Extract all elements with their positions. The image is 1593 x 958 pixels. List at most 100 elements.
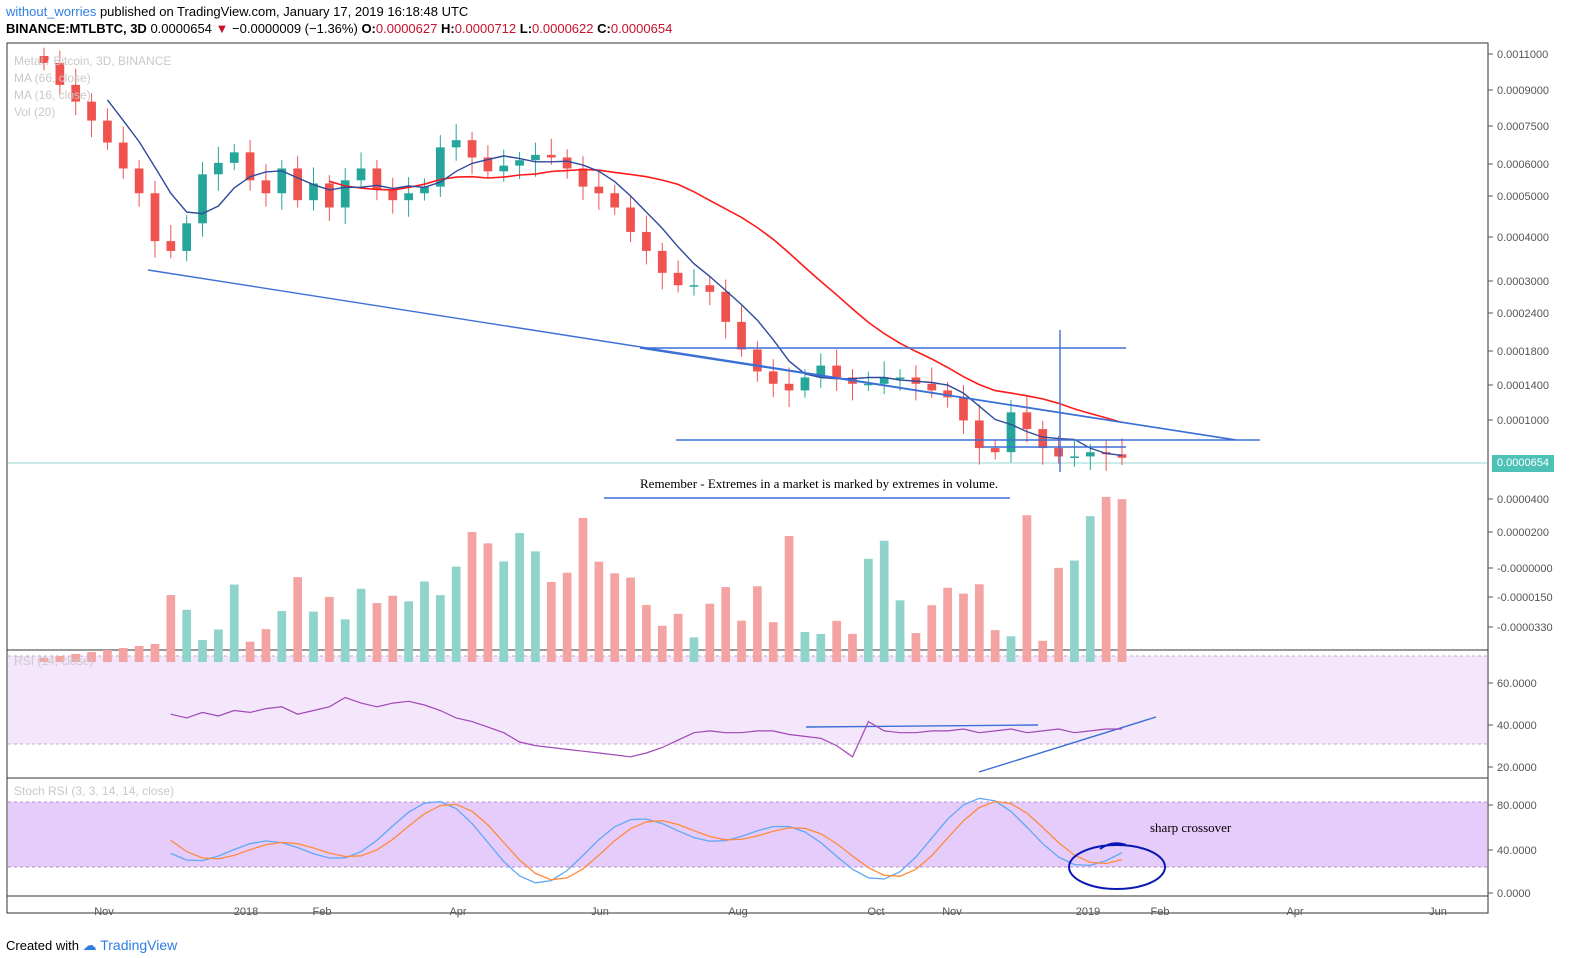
axis-tick-label: 0.0002400: [1497, 308, 1549, 320]
candle-body: [229, 152, 239, 163]
candle-body: [1085, 452, 1095, 457]
volume-bar: [800, 632, 810, 662]
candle-body: [1117, 454, 1127, 458]
stoch-rsi-legend[interactable]: Stoch RSI (3, 3, 14, 14, close): [14, 784, 175, 798]
volume-bar: [610, 573, 620, 662]
volume-bar: [71, 654, 81, 662]
rsi-support-line: [978, 716, 1157, 773]
volume-bar: [737, 620, 746, 662]
axis-tick-label: 0.0000: [1497, 888, 1531, 900]
volume-bar: [753, 586, 762, 662]
volume-bar: [1022, 515, 1032, 662]
candle-body: [562, 157, 572, 169]
candle-body: [150, 193, 160, 242]
volume-bar: [721, 587, 731, 662]
volume-bar: [705, 603, 715, 662]
volume-bar: [435, 595, 445, 662]
volume-bar: [293, 577, 303, 662]
axis-tick-label: 0.0009000: [1497, 85, 1549, 97]
volume-bar: [990, 630, 1000, 662]
candle-body: [816, 365, 826, 378]
candle-body: [990, 448, 1000, 453]
candle-body: [863, 383, 873, 386]
candle-body: [39, 55, 49, 63]
axis-tick-label: 20.0000: [1497, 762, 1537, 774]
axis-tick-label: 0.0000400: [1497, 494, 1549, 506]
close-value: 0.0000654: [610, 21, 673, 36]
candle-body: [435, 147, 445, 187]
low-value: 0.0000622: [532, 21, 594, 36]
volume-bar: [277, 611, 287, 662]
candle-body: [309, 183, 318, 201]
high-value: 0.0000712: [454, 21, 517, 36]
volume-bar: [863, 558, 873, 662]
volume-bar: [927, 605, 937, 662]
trendlines: [147, 269, 1260, 773]
volume-bar: [959, 593, 968, 662]
tradingview-brand-link[interactable]: TradingView: [100, 937, 178, 953]
time-tick-label: Jun: [591, 906, 609, 918]
candle-body: [515, 160, 524, 166]
volume-bar: [594, 561, 604, 662]
candle-body: [959, 397, 968, 421]
volume-bar: [372, 603, 382, 662]
candle-body: [483, 157, 493, 172]
time-tick-label: Apr: [449, 906, 466, 918]
candle-body: [324, 183, 334, 208]
ma-16-legend[interactable]: MA (16, close): [14, 88, 91, 102]
volume-bar: [531, 551, 540, 662]
axis-tick-label: 0.0007500: [1497, 121, 1549, 133]
open-label: O:: [361, 21, 376, 36]
volume-bar: [229, 584, 239, 662]
volume-bar: [166, 595, 176, 662]
ma-66-legend[interactable]: MA (66, close): [14, 71, 91, 85]
candle-body: [372, 168, 382, 190]
candle-body: [895, 377, 905, 379]
candle-body: [277, 168, 287, 194]
close-label: C:: [597, 21, 611, 36]
volume-bar: [784, 536, 794, 662]
time-tick-label: 2019: [1076, 906, 1100, 918]
volume-bar: [356, 588, 366, 662]
crossover-arrow: [1099, 842, 1127, 850]
candle-body: [340, 180, 350, 208]
axis-tick-label: 0.0001800: [1497, 346, 1549, 358]
candle-body: [927, 383, 937, 391]
volume-bar: [768, 622, 778, 662]
candle-body: [71, 84, 81, 102]
stoch-d-line: [170, 800, 1123, 881]
volume-bar: [324, 596, 334, 662]
time-tick-label: Nov: [94, 906, 114, 918]
rsi-legend[interactable]: RSI (14, close): [14, 654, 94, 668]
candle-body: [657, 250, 667, 273]
candle-body: [642, 231, 651, 251]
volume-bar: [467, 532, 477, 662]
volume-bar: [1038, 640, 1048, 662]
volume-bar: [483, 543, 493, 662]
author-link[interactable]: without_worries: [6, 4, 97, 19]
rsi-band: [8, 656, 1487, 744]
volume-bar: [1054, 567, 1063, 662]
volume-bar: [1070, 560, 1079, 662]
axis-tick-label: -0.0000330: [1497, 622, 1553, 634]
candle-body: [879, 377, 889, 384]
time-tick-label: Feb: [313, 906, 332, 918]
ma-16-line: [106, 99, 1123, 457]
volume-legend[interactable]: Vol (20): [14, 105, 56, 119]
volume-bar: [309, 611, 318, 662]
volume-bar: [87, 652, 96, 662]
candle-body: [451, 140, 461, 148]
candle-body: [578, 168, 588, 187]
footer: Created with ☁ TradingView: [6, 937, 177, 954]
candle-body: [673, 272, 683, 286]
price-change: −0.0000009 (−1.36%): [232, 21, 358, 36]
axis-tick-label: 0.0005000: [1497, 191, 1549, 203]
volume-bar: [832, 620, 842, 662]
candle-body: [103, 120, 112, 143]
volume-bar: [546, 582, 556, 662]
candle-body: [784, 383, 794, 391]
candle-body: [467, 140, 477, 158]
volume-bar: [895, 600, 905, 662]
price-axis: 0.0011000 0.0009000 0.0007500 0.0006000 0.00…: [1488, 49, 1549, 427]
time-tick-label: 2018: [234, 906, 258, 918]
